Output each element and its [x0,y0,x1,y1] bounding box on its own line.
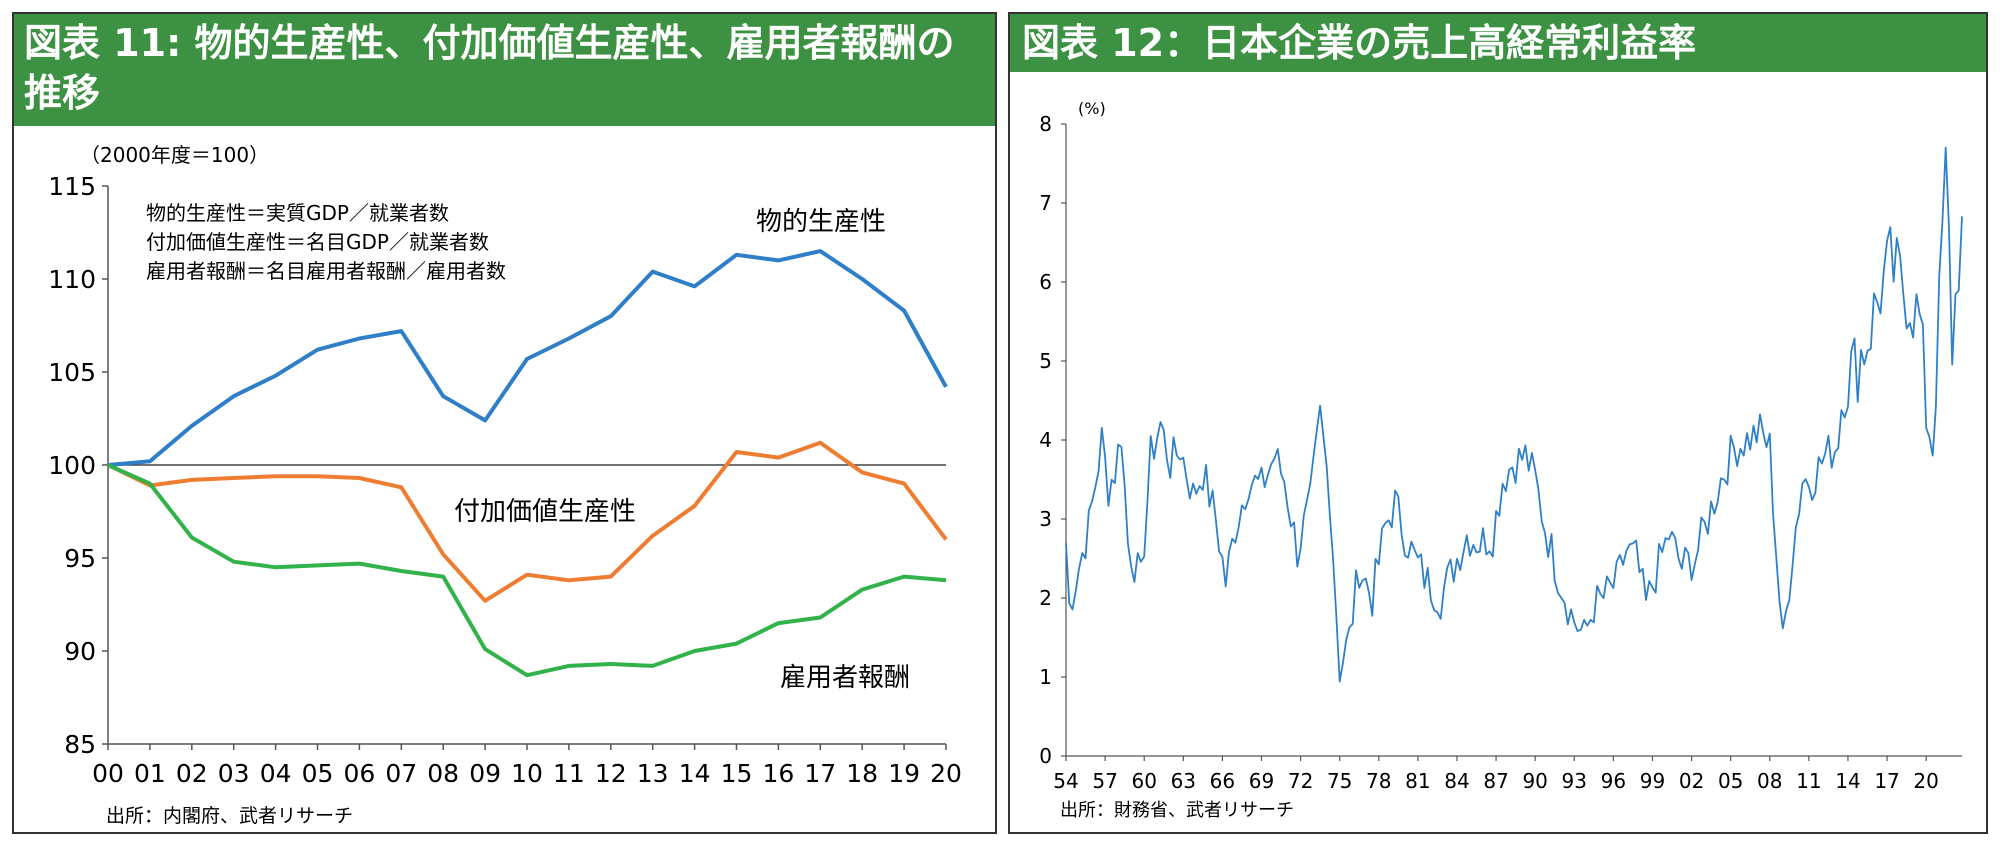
chart-12-ylabel: (%) [1078,99,1106,118]
chart-11-note: 物的生産性＝実質GDP／就業者数 [146,201,449,225]
chart-11-ytick-label: 90 [64,637,96,666]
chart-11-xtick-label: 15 [721,759,753,788]
chart-11-xtick-label: 18 [846,759,878,788]
chart-12-ytick-label: 2 [1039,586,1052,610]
chart-11-xtick-label: 20 [930,759,962,788]
chart-11-xtick-label: 17 [804,759,836,788]
chart-12-xtick-label: 84 [1444,769,1469,793]
chart-11-xtick-label: 09 [469,759,501,788]
chart-12-xtick-label: 90 [1522,769,1547,793]
chart-11-notes: 物的生産性＝実質GDP／就業者数付加価値生産性＝名目GDP／就業者数雇用者報酬＝… [146,201,506,283]
chart-11-xtick-label: 00 [92,759,124,788]
chart-12-xtick-label: 20 [1913,769,1938,793]
chart-11-source: 出所：内閣府、武者リサーチ [106,805,353,827]
chart-11-series-label: 付加価値生産性 [454,497,636,527]
chart-11-xtick-label: 16 [762,759,794,788]
chart-12-ytick-label: 5 [1039,349,1052,373]
chart-12-xtick-label: 66 [1210,769,1235,793]
chart-12-ytick-label: 8 [1039,112,1052,136]
chart-11-xtick-label: 12 [595,759,627,788]
chart-12-xtick-label: 57 [1092,769,1117,793]
chart-11-xtick-label: 08 [427,759,459,788]
chart-11-xtick-label: 14 [679,759,711,788]
chart-11-xtick-label: 19 [888,759,920,788]
chart-11-ytick-label: 105 [48,358,96,387]
chart-12-xtick-label: 72 [1288,769,1313,793]
chart-11-note: 雇用者報酬＝名目雇用者報酬／雇用者数 [146,259,506,283]
chart-12-xtick-label: 93 [1562,769,1587,793]
chart-12-xtick-label: 69 [1249,769,1274,793]
chart-11-xtick-label: 06 [343,759,375,788]
chart-12-ytick-label: 0 [1039,744,1052,768]
chart-title-12: 図表 12：日本企業の売上高経常利益率 [1010,14,1986,72]
chart-11-series-label: 物的生産性 [756,207,886,237]
chart-12-xtick-label: 17 [1874,769,1899,793]
chart-11-xtick-label: 02 [176,759,208,788]
chart-12-xtick-label: 78 [1366,769,1391,793]
chart-12-xtick-label: 02 [1679,769,1704,793]
chart-12-ytick-label: 4 [1039,428,1052,452]
chart-12-xtick-label: 81 [1405,769,1430,793]
chart-12-source: 出所：財務省、武者リサーチ [1060,800,1294,821]
chart-11-ytick-label: 95 [64,544,96,573]
chart-11-ytick-label: 85 [64,730,96,759]
chart-11-xtick-label: 10 [511,759,543,788]
chart-11-note: 付加価値生産性＝名目GDP／就業者数 [146,230,489,254]
chart-11-ytick-label: 110 [48,265,96,294]
chart-12-xtick-label: 11 [1796,769,1821,793]
chart-12-xtick-label: 05 [1718,769,1743,793]
chart-11-series-line [107,440,948,603]
chart-11-series-label: 雇用者報酬 [780,663,910,693]
chart-11-series-line [107,463,947,678]
chart-12-xtick-label: 63 [1171,769,1196,793]
chart-12-ytick-label: 7 [1039,191,1052,215]
chart-11-plot: （2000年度＝100） 物的生産性＝実質GDP／就業者数付加価値生産性＝名目G… [48,143,962,827]
chart-12-ytick-label: 1 [1039,665,1052,689]
chart-11-xtick-label: 01 [134,759,166,788]
chart-12-ytick-label: 6 [1039,270,1052,294]
chart-panel-11: 図表 11: 物的生産性、付加価値生産性、雇用者報酬の推移 （2000年度＝10… [12,12,997,834]
chart-12-xtick-label: 96 [1601,769,1626,793]
chart-12-xtick-label: 54 [1053,769,1078,793]
chart-12-ytick-label: 3 [1039,507,1052,531]
chart-12-xtick-label: 99 [1640,769,1665,793]
chart-11-series-line [107,249,948,467]
chart-11-xtick-label: 03 [218,759,250,788]
chart-title-11: 図表 11: 物的生産性、付加価値生産性、雇用者報酬の推移 [14,14,995,126]
chart-11-ylabel: （2000年度＝100） [80,143,269,167]
chart-12-xtick-label: 60 [1131,769,1156,793]
chart-11-ytick-label: 115 [48,172,96,201]
chart-11-xtick-label: 11 [553,759,585,788]
chart-12-xtick-label: 08 [1757,769,1782,793]
chart-12-series-line [1065,146,1963,683]
chart-12-xtick-label: 87 [1483,769,1508,793]
chart-11-ytick-label: 100 [48,451,96,480]
chart-11-xtick-label: 05 [302,759,334,788]
chart-11-xtick-label: 07 [385,759,417,788]
chart-11-xtick-label: 04 [260,759,292,788]
chart-11-xtick-label: 13 [637,759,669,788]
chart-12-xtick-label: 75 [1327,769,1352,793]
chart-12-xtick-label: 14 [1835,769,1860,793]
